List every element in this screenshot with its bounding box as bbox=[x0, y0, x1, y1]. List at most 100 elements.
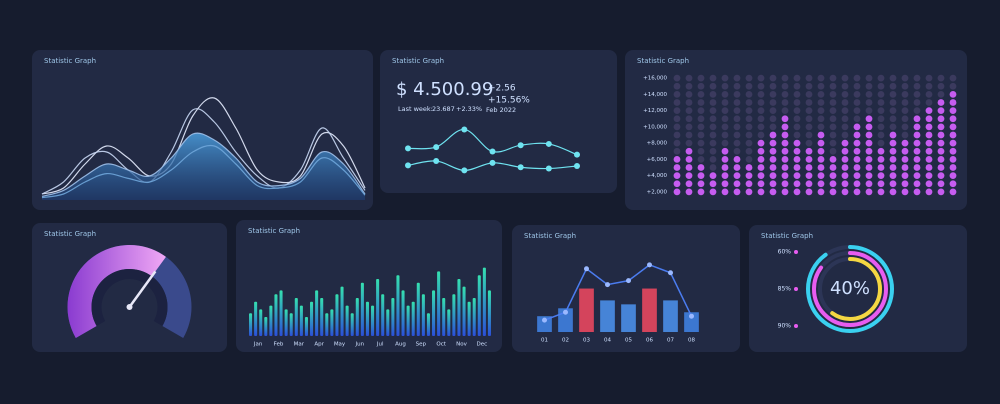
dot-empty bbox=[889, 82, 897, 90]
dot bbox=[865, 115, 873, 123]
dot-empty bbox=[889, 123, 897, 131]
dot-empty bbox=[877, 139, 885, 147]
bar bbox=[452, 294, 456, 336]
dot bbox=[841, 188, 849, 196]
panel bbox=[749, 225, 967, 352]
dot-empty bbox=[805, 82, 813, 90]
bar bbox=[432, 290, 436, 336]
point bbox=[517, 142, 524, 149]
dot bbox=[889, 172, 897, 180]
dot bbox=[889, 147, 897, 155]
change: +2.56 bbox=[488, 84, 516, 94]
dot-empty bbox=[853, 115, 861, 123]
dot-empty bbox=[673, 139, 681, 147]
point bbox=[626, 278, 631, 284]
dot-empty bbox=[925, 82, 933, 90]
dot-empty bbox=[793, 123, 801, 131]
dot-empty bbox=[793, 74, 801, 82]
bar bbox=[477, 275, 481, 336]
dot-empty bbox=[853, 90, 861, 98]
point bbox=[574, 162, 580, 169]
dot-empty bbox=[925, 74, 933, 82]
dot-column bbox=[697, 74, 705, 196]
dot bbox=[877, 172, 885, 180]
dot bbox=[949, 107, 957, 115]
dot bbox=[769, 188, 777, 196]
dot-column bbox=[913, 74, 921, 196]
bar bbox=[249, 313, 253, 336]
dot bbox=[853, 172, 861, 180]
dot-empty bbox=[697, 74, 705, 82]
dot bbox=[937, 180, 945, 188]
dot bbox=[853, 188, 861, 196]
dot-empty bbox=[877, 90, 885, 98]
bar bbox=[442, 298, 446, 336]
x-tick-label: 04 bbox=[604, 338, 611, 344]
point bbox=[461, 126, 468, 133]
dot bbox=[925, 164, 933, 171]
dot-empty bbox=[829, 131, 837, 139]
point bbox=[489, 159, 496, 166]
dot-empty bbox=[937, 82, 945, 90]
dot-empty bbox=[793, 99, 801, 106]
dot-empty bbox=[673, 107, 681, 115]
last-week-value: 23.687 bbox=[432, 105, 455, 113]
area-fill bbox=[42, 133, 365, 200]
dot bbox=[925, 139, 933, 147]
dot bbox=[697, 164, 705, 171]
dot bbox=[685, 188, 693, 196]
bar bbox=[396, 275, 400, 336]
dot-empty bbox=[745, 82, 753, 90]
dot-empty bbox=[805, 90, 813, 98]
dot bbox=[925, 123, 933, 131]
dot bbox=[829, 188, 837, 196]
dot-empty bbox=[877, 74, 885, 82]
dot bbox=[817, 147, 825, 155]
dot-empty bbox=[685, 90, 693, 98]
dot-empty bbox=[697, 131, 705, 139]
dot-column bbox=[925, 74, 933, 196]
ring bbox=[812, 251, 888, 327]
dot-empty bbox=[697, 139, 705, 147]
dot-empty bbox=[865, 74, 873, 82]
dot-column bbox=[757, 74, 765, 196]
legend-label: 90% bbox=[778, 323, 792, 330]
dot-empty bbox=[685, 99, 693, 106]
dot bbox=[769, 139, 777, 147]
dot-empty bbox=[877, 107, 885, 115]
bar bbox=[642, 288, 657, 332]
dot-empty bbox=[781, 82, 789, 90]
dot bbox=[817, 180, 825, 188]
dot bbox=[925, 147, 933, 155]
line bbox=[544, 264, 693, 321]
dot bbox=[949, 131, 957, 139]
dot bbox=[937, 155, 945, 163]
dot bbox=[913, 115, 921, 123]
dot-empty bbox=[865, 99, 873, 106]
dot bbox=[745, 188, 753, 196]
dot-empty bbox=[685, 139, 693, 147]
x-tick-label: Nov bbox=[456, 342, 467, 348]
last-week-pct: +2.33% bbox=[456, 105, 482, 113]
dot-empty bbox=[673, 131, 681, 139]
dot-column bbox=[781, 74, 789, 196]
dot-empty bbox=[745, 74, 753, 82]
bar bbox=[406, 305, 410, 336]
dot-column bbox=[865, 74, 873, 196]
dot-empty bbox=[757, 107, 765, 115]
bar bbox=[579, 288, 594, 332]
dot-empty bbox=[757, 115, 765, 123]
dot bbox=[865, 188, 873, 196]
dot bbox=[937, 139, 945, 147]
dot-empty bbox=[733, 107, 741, 115]
point bbox=[545, 165, 552, 172]
dot bbox=[913, 172, 921, 180]
dot bbox=[793, 164, 801, 171]
dot-column bbox=[937, 74, 945, 196]
point bbox=[405, 145, 411, 152]
dot-empty bbox=[721, 107, 729, 115]
dot bbox=[949, 172, 957, 180]
panel-title: Statistic Graph bbox=[524, 232, 576, 240]
dot-empty bbox=[685, 74, 693, 82]
dot-empty bbox=[709, 155, 717, 163]
